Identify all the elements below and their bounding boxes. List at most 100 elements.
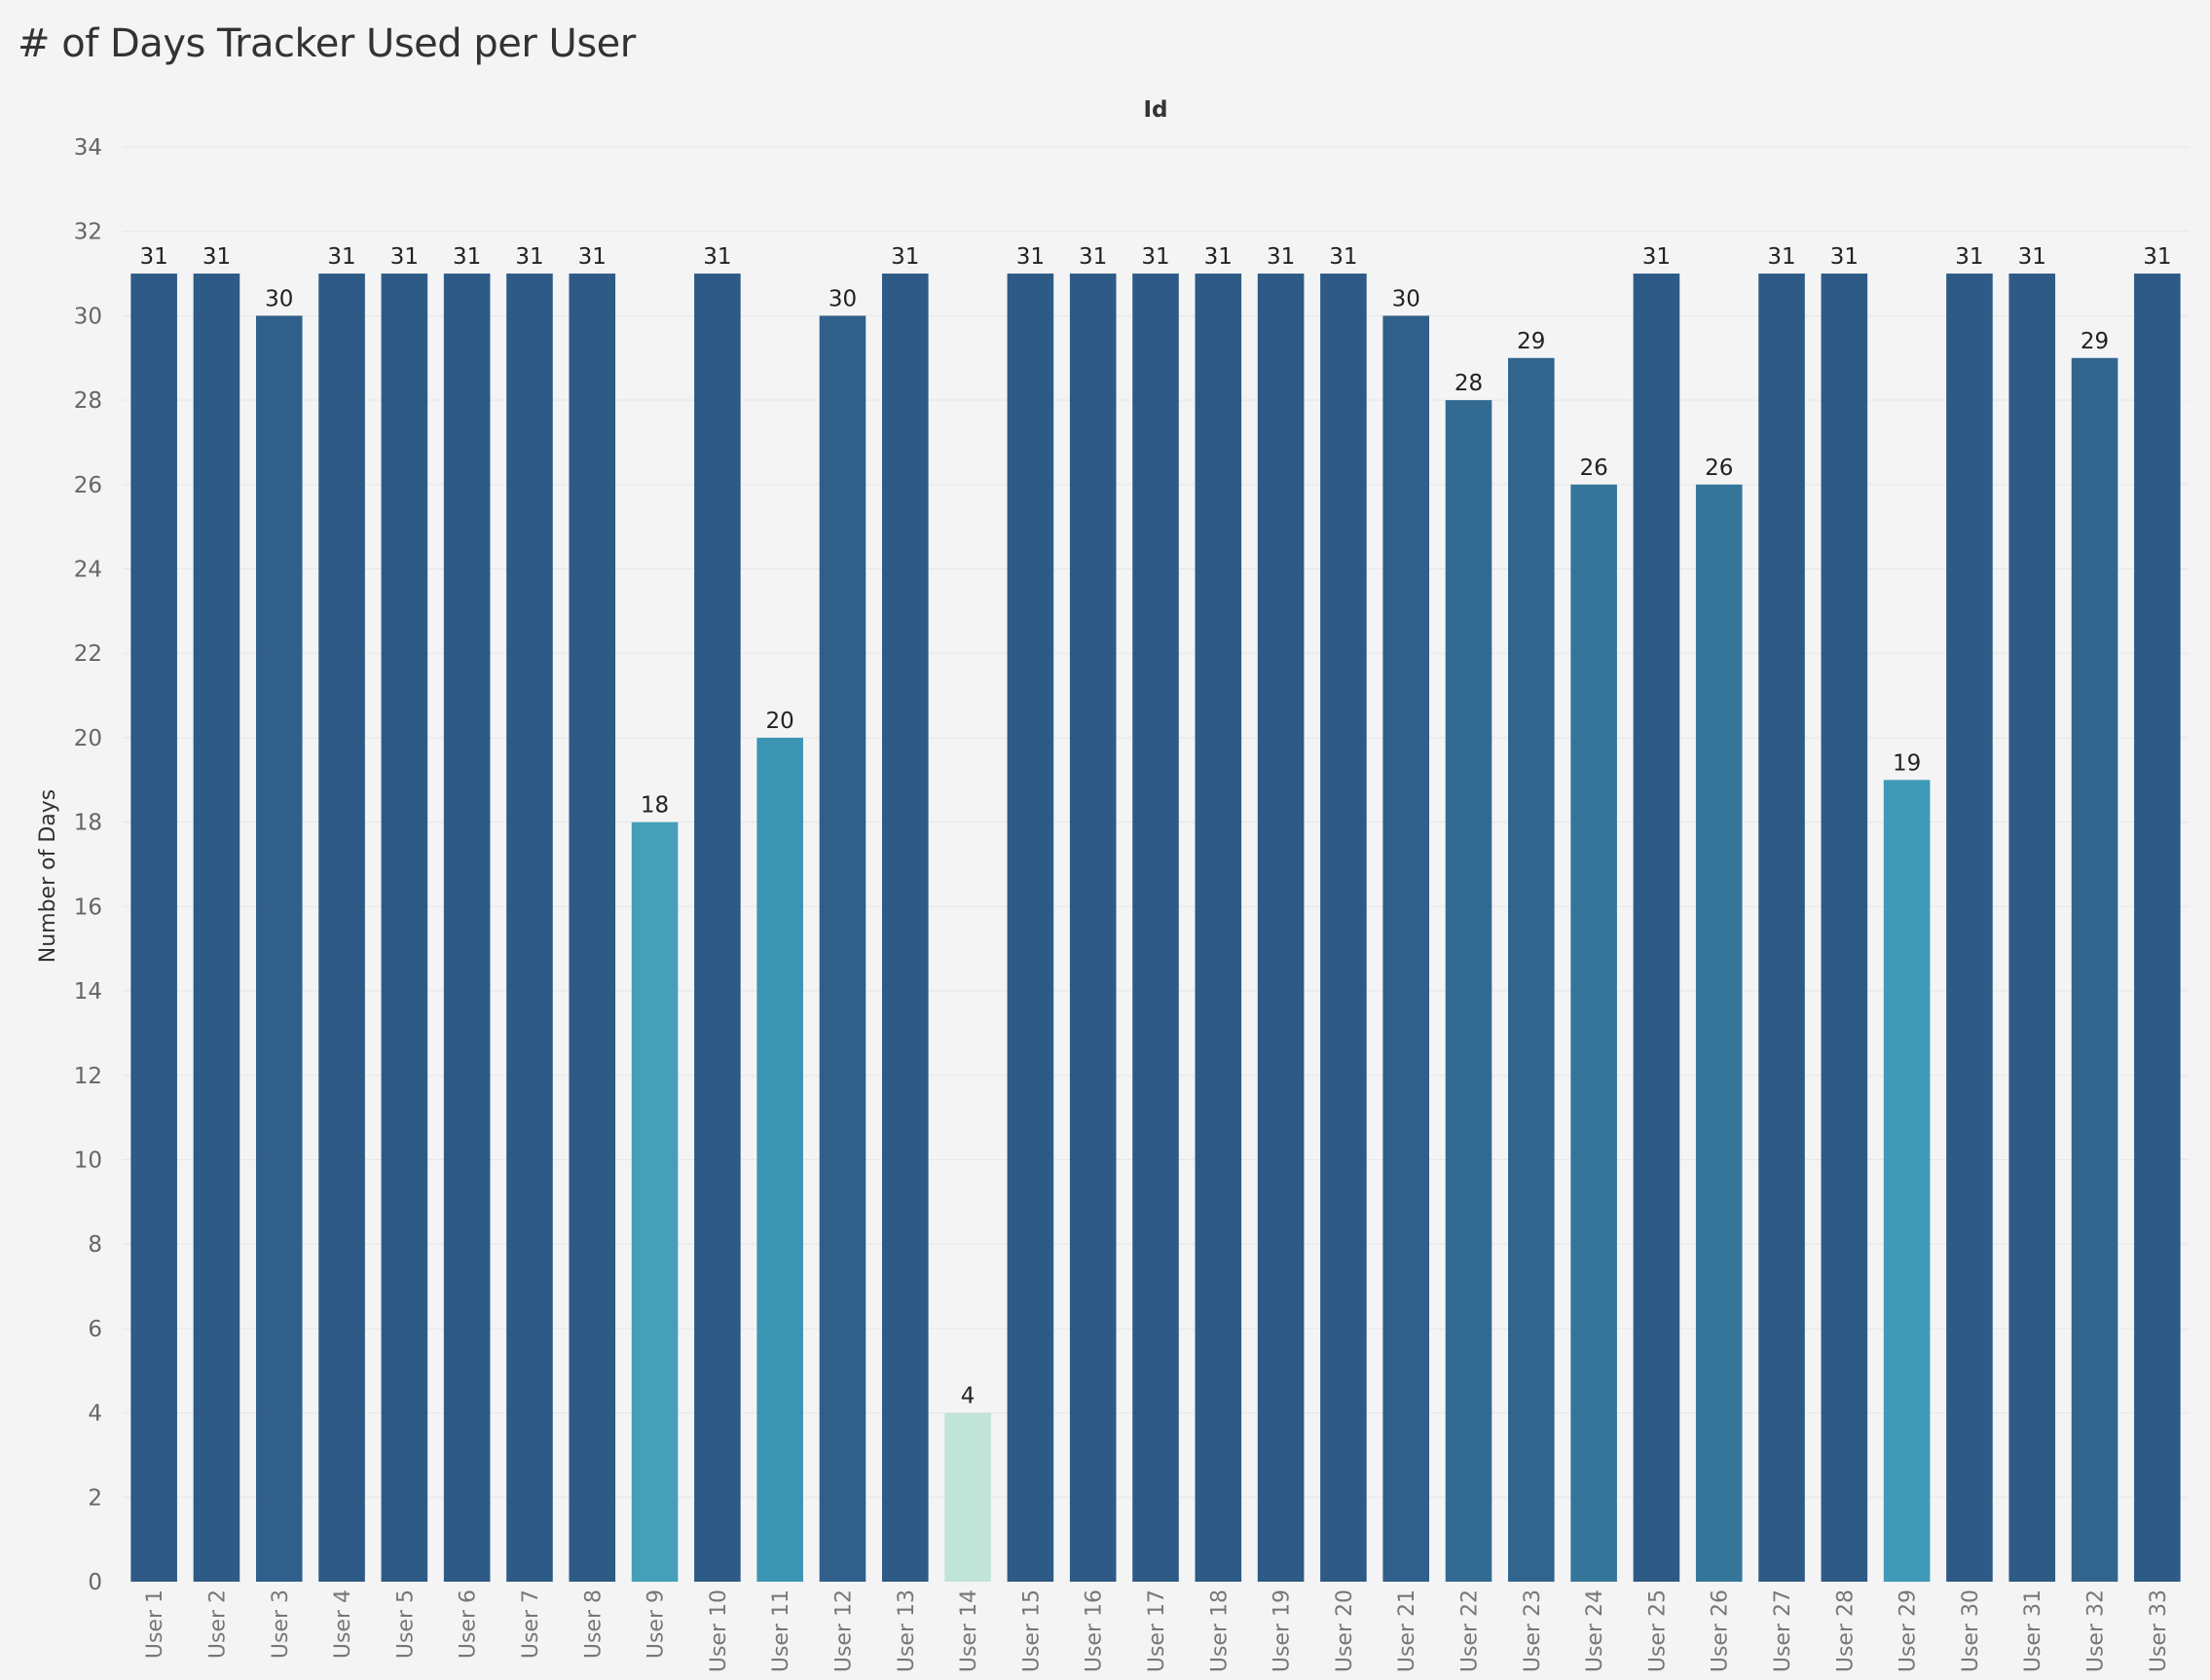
bar[interactable] (1069, 274, 1117, 1582)
bar[interactable] (1195, 274, 1242, 1582)
data-label: 26 (1705, 456, 1733, 481)
x-tick-label: User 5 (393, 1589, 418, 1659)
bar[interactable] (1508, 357, 1555, 1583)
bar[interactable] (1946, 274, 1993, 1582)
x-tick-label: User 20 (1333, 1589, 1357, 1672)
bar[interactable] (694, 274, 741, 1582)
column-header: Id (1143, 97, 1167, 123)
bar[interactable] (756, 737, 803, 1582)
x-tick-label: User 9 (645, 1589, 669, 1659)
data-label: 30 (265, 286, 293, 311)
data-label: 31 (453, 244, 481, 270)
bar[interactable] (1758, 274, 1805, 1582)
x-tick-label: User 8 (581, 1589, 606, 1659)
x-tick-label: User 1 (143, 1589, 167, 1659)
bar[interactable] (381, 274, 428, 1582)
data-label: 19 (1893, 750, 1921, 776)
bar[interactable] (1821, 274, 1868, 1582)
x-tick-label: User 19 (1271, 1589, 1295, 1672)
data-label: 31 (2143, 244, 2171, 270)
y-tick-label: 22 (74, 641, 102, 667)
y-tick-label: 34 (74, 135, 102, 161)
data-label: 31 (327, 244, 355, 270)
x-tick-label: User 29 (1897, 1589, 1921, 1672)
y-tick-label: 14 (74, 979, 102, 1004)
bar[interactable] (1570, 484, 1617, 1583)
bar[interactable] (1695, 484, 1743, 1583)
data-label: 31 (390, 244, 419, 270)
bar[interactable] (1132, 274, 1179, 1582)
bar[interactable] (569, 274, 616, 1582)
y-axis-label: Number of Days (36, 789, 60, 963)
x-tick-label: User 4 (331, 1589, 355, 1659)
data-label: 31 (1767, 244, 1795, 270)
page-title: # of Days Tracker Used per User (18, 21, 636, 66)
data-label: 31 (203, 244, 231, 270)
y-tick-label: 4 (88, 1402, 102, 1427)
bar[interactable] (2134, 274, 2181, 1582)
data-label: 31 (1016, 244, 1045, 270)
data-label: 31 (515, 244, 543, 270)
data-label: 31 (1642, 244, 1671, 270)
data-label: 4 (961, 1384, 976, 1409)
bar[interactable] (1257, 274, 1305, 1582)
x-axis: User 1 User 2 User 3 User 4 User 5 User 6 User… (143, 1589, 2171, 1672)
y-tick-label: 28 (74, 388, 102, 414)
bar[interactable] (1382, 315, 1430, 1583)
x-tick-label: User 24 (1583, 1589, 1607, 1672)
data-label: 31 (1329, 244, 1357, 270)
bar[interactable] (506, 274, 553, 1582)
x-tick-label: User 18 (1207, 1589, 1232, 1672)
bar[interactable] (130, 274, 177, 1582)
x-tick-label: User 17 (1145, 1589, 1169, 1672)
x-tick-label: User 23 (1521, 1589, 1545, 1672)
y-tick-label: 6 (88, 1317, 102, 1342)
x-tick-label: User 2 (205, 1589, 230, 1659)
x-tick-label: User 25 (1645, 1589, 1670, 1672)
bar[interactable] (1320, 274, 1367, 1582)
x-tick-label: User 15 (1019, 1589, 1044, 1672)
bar[interactable] (443, 274, 491, 1582)
bar[interactable] (881, 274, 929, 1582)
x-tick-label: User 28 (1833, 1589, 1858, 1672)
bar[interactable] (1883, 780, 1931, 1582)
bar[interactable] (2071, 357, 2118, 1583)
bar[interactable] (318, 274, 365, 1582)
data-label: 31 (891, 244, 919, 270)
y-tick-label: 2 (88, 1485, 102, 1511)
data-label: 20 (766, 709, 794, 734)
bar[interactable] (1633, 274, 1680, 1582)
x-tick-label: User 11 (769, 1589, 793, 1672)
bar[interactable] (193, 274, 240, 1582)
y-tick-label: 30 (74, 304, 102, 329)
x-tick-label: User 32 (2084, 1589, 2109, 1672)
y-tick-label: 16 (74, 895, 102, 920)
x-tick-label: User 33 (2147, 1589, 2171, 1672)
y-tick-label: 18 (74, 811, 102, 836)
bar[interactable] (631, 822, 679, 1582)
bar[interactable] (944, 1412, 991, 1582)
x-tick-label: User 31 (2021, 1589, 2045, 1672)
bar[interactable] (2008, 274, 2056, 1582)
x-tick-label: User 16 (1083, 1589, 1107, 1672)
y-tick-label: 0 (88, 1570, 102, 1595)
data-label: 31 (1267, 244, 1295, 270)
x-tick-label: User 13 (895, 1589, 919, 1672)
x-tick-label: User 27 (1771, 1589, 1795, 1672)
x-tick-label: User 3 (269, 1589, 293, 1659)
bar[interactable] (1445, 400, 1492, 1582)
bar[interactable] (819, 315, 866, 1583)
y-tick-label: 20 (74, 726, 102, 751)
data-label: 29 (2081, 329, 2109, 354)
data-label: 31 (1141, 244, 1169, 270)
bar[interactable] (1007, 274, 1054, 1582)
data-label: 31 (1079, 244, 1107, 270)
x-tick-label: User 12 (831, 1589, 856, 1672)
data-label: 31 (140, 244, 168, 270)
data-label: 31 (703, 244, 731, 270)
bar[interactable] (255, 315, 303, 1583)
x-tick-label: User 7 (519, 1589, 543, 1659)
y-tick-label: 32 (74, 220, 102, 245)
y-tick-label: 24 (74, 558, 102, 583)
